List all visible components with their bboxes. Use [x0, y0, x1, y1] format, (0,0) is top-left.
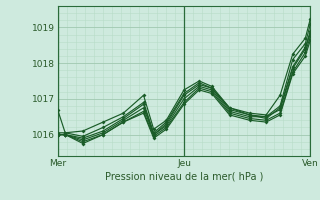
X-axis label: Pression niveau de la mer( hPa ): Pression niveau de la mer( hPa )	[105, 172, 263, 182]
